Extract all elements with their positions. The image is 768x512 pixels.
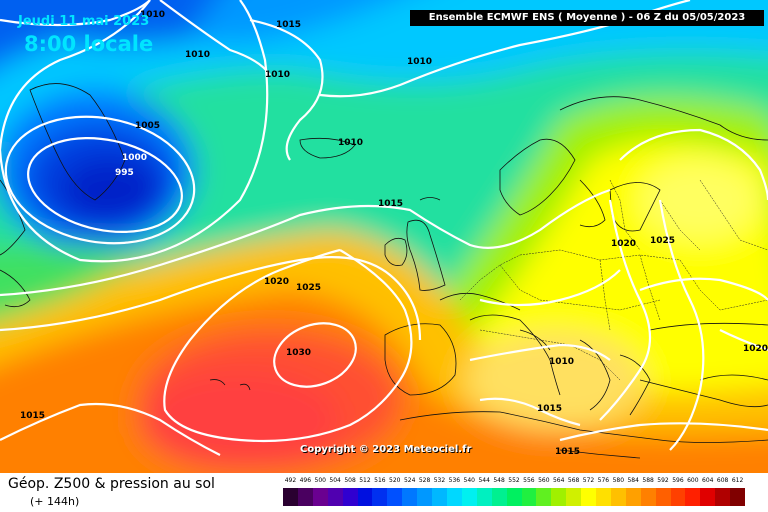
isobar-label: 1010: [338, 138, 363, 148]
legend-swatch: [700, 488, 716, 506]
isobar-label: 1015: [537, 404, 562, 414]
isobar-label: 1005: [135, 121, 160, 131]
legend-swatch: [581, 488, 597, 506]
legend-value: 536: [448, 477, 461, 484]
legend-swatch: [730, 488, 746, 506]
legend-value: 540: [463, 477, 475, 484]
legend-value: 596: [672, 477, 684, 484]
legend-swatch: [715, 488, 731, 506]
legend-value: 556: [523, 477, 535, 484]
legend-swatch: [327, 488, 343, 506]
legend-swatch: [521, 488, 537, 506]
legend-value: 560: [538, 477, 550, 484]
legend-swatch: [625, 488, 641, 506]
legend-swatch: [297, 488, 313, 506]
isobar-label: 1030: [286, 348, 311, 358]
legend-value: 492: [284, 477, 297, 484]
map-footer: Géop. Z500 & pression au sol (+ 144h) 49…: [0, 473, 768, 512]
legend-swatch: [536, 488, 552, 506]
legend-value: 608: [716, 477, 729, 484]
legend-value: 600: [687, 477, 699, 484]
isobar-labels: 1010 1015 1010 1010 1010 1005 1000 995 1…: [20, 10, 768, 457]
legend-swatch: [596, 488, 611, 506]
legend-swatch: [417, 488, 433, 506]
forecast-time: 8:00 locale: [24, 32, 154, 56]
legend-swatch: [670, 488, 686, 506]
legend-value: 612: [731, 477, 744, 484]
isobar-label: 1010: [185, 50, 210, 60]
legend-swatch: [506, 488, 522, 506]
isobar-label: 1025: [296, 283, 321, 293]
legend-value: 576: [597, 477, 610, 484]
legend-color-bar: [283, 488, 746, 506]
model-run-header: Ensemble ECMWF ENS ( Moyenne ) - 06 Z du…: [410, 10, 764, 26]
isobar-label: 1010: [549, 357, 574, 367]
isobar-label: 1010: [265, 70, 290, 80]
legend-value: 500: [314, 477, 326, 484]
forecast-lead-time: (+ 144h): [30, 495, 80, 508]
legend-swatch: [640, 488, 656, 506]
legend-swatch: [357, 488, 373, 506]
legend-swatch: [685, 488, 701, 506]
legend-swatch: [476, 488, 492, 506]
legend-value: 496: [299, 477, 312, 484]
isobar-label: 1025: [650, 236, 675, 246]
legend-swatch: [402, 488, 418, 506]
legend-value: 580: [612, 477, 625, 484]
legend-value: 516: [374, 477, 386, 484]
legend-swatch: [342, 488, 358, 506]
legend-swatch: [372, 488, 388, 506]
isobar-label: 995: [115, 168, 134, 178]
legend-value: 532: [433, 477, 446, 484]
legend-value: 504: [329, 477, 341, 484]
forecast-date: Jeudi 11 mai 2023: [18, 14, 150, 29]
legend-value: 544: [478, 477, 490, 484]
legend-value: 528: [418, 477, 431, 484]
legend-value: 584: [627, 477, 639, 484]
legend-value: 592: [657, 477, 669, 484]
isobar-label: 1010: [140, 10, 165, 20]
isobar-label: 1020: [264, 277, 289, 287]
legend-swatch: [446, 488, 462, 506]
color-scale-legend: 492 496 500 504 508 512 516 520 524 528 532 536 540 5…: [283, 477, 746, 509]
isobar-label: 1010: [407, 57, 432, 67]
isobar-label: 1020: [743, 344, 768, 354]
legend-value: 564: [552, 477, 565, 484]
legend-swatch: [491, 488, 507, 506]
legend-value: 524: [403, 477, 416, 484]
legend-value: 568: [567, 477, 580, 484]
map-title: Géop. Z500 & pression au sol: [8, 476, 215, 492]
legend-swatch: [655, 488, 671, 506]
isobar-label: 1015: [276, 20, 301, 30]
legend-swatch: [566, 488, 582, 506]
legend-value: 552: [508, 477, 520, 484]
legend-value: 572: [582, 477, 595, 484]
legend-swatch: [551, 488, 567, 506]
copyright-notice: Copyright © 2023 Meteociel.fr: [300, 444, 472, 455]
isobar-label: 1020: [611, 239, 636, 249]
legend-value: 512: [359, 477, 371, 484]
legend-labels: 492 496 500 504 508 512 516 520 524 528 532 536 540 5…: [283, 477, 745, 487]
legend-value: 520: [389, 477, 401, 484]
legend-swatch: [461, 488, 477, 506]
legend-swatch: [610, 488, 626, 506]
legend-value: 508: [344, 477, 356, 484]
legend-swatch: [432, 488, 447, 506]
country-borders: [459, 179, 768, 381]
legend-value: 604: [702, 477, 714, 484]
forecast-map: 1010 1015 1010 1010 1010 1005 1000 995 1…: [0, 0, 768, 473]
isobar-label: 1000: [122, 153, 147, 163]
isobar-label: 1015: [20, 411, 45, 421]
legend-value: 588: [642, 477, 654, 484]
isobar-label: 1015: [555, 447, 580, 457]
legend-swatch: [312, 488, 328, 506]
legend-swatch: [283, 488, 298, 506]
isobar-label: 1015: [378, 199, 403, 209]
legend-value: 548: [493, 477, 505, 484]
legend-swatch: [387, 488, 403, 506]
